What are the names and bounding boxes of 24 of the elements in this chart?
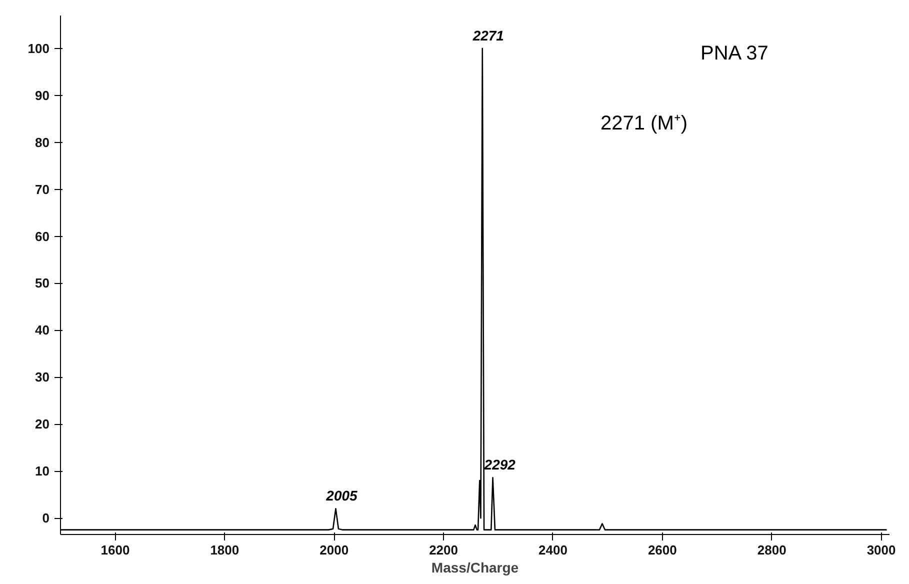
- annotation: 2271: [472, 27, 504, 44]
- x-tick-label: 2000: [320, 542, 349, 558]
- x-tick-label: 3000: [866, 542, 896, 558]
- y-tick-label: 70: [35, 182, 50, 197]
- y-tick-label: 20: [35, 416, 50, 432]
- x-tick-label: 1800: [210, 542, 240, 558]
- x-axis-title: Mass/Charge: [431, 560, 519, 576]
- y-tick-label: 80: [35, 134, 50, 150]
- annotation: 2005: [325, 488, 358, 504]
- x-tick-label: 2600: [648, 542, 677, 558]
- annotation: PNA 37: [700, 42, 768, 64]
- annotation: 2271 (M⁺): [600, 112, 688, 134]
- y-tick-label: 0: [42, 510, 50, 526]
- y-tick-label: 10: [35, 464, 50, 479]
- y-tick-label: 30: [35, 370, 50, 385]
- x-tick-label: 2200: [429, 542, 458, 558]
- y-tick-label: 90: [35, 88, 50, 103]
- y-tick-label: 40: [35, 322, 50, 338]
- x-tick-label: 2800: [757, 542, 786, 558]
- x-tick-label: 1600: [100, 542, 130, 558]
- y-tick-label: 50: [35, 276, 50, 291]
- x-tick-label: 2400: [538, 542, 568, 558]
- y-tick-label: 60: [35, 228, 50, 244]
- y-tick-label: 100: [28, 40, 50, 56]
